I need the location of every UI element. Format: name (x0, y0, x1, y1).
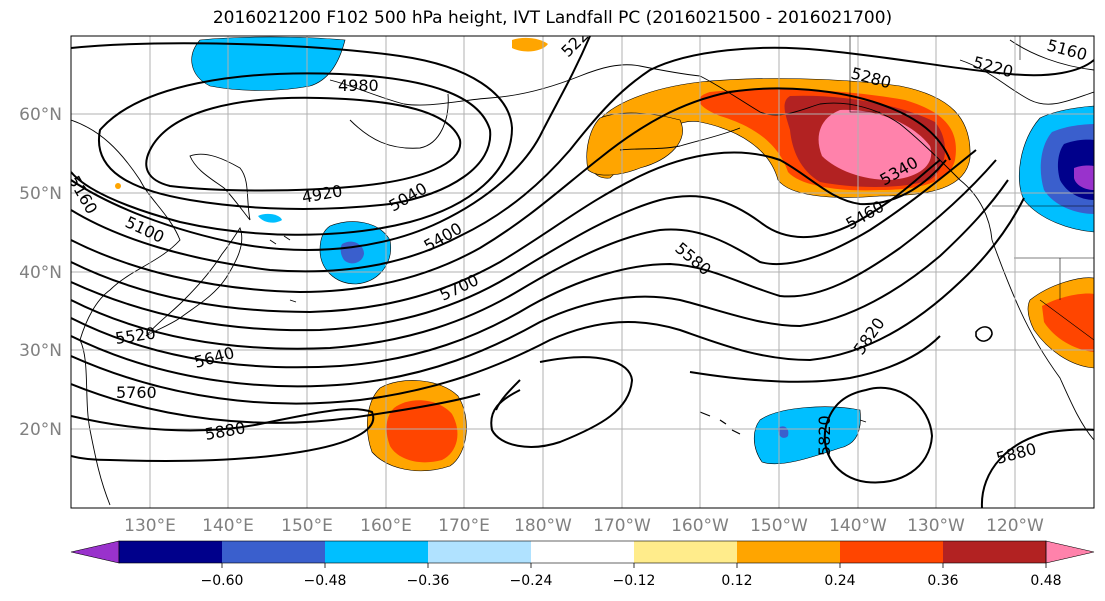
colorbar-segment (119, 541, 223, 563)
colorbar-segment (943, 541, 1047, 563)
lon-label: 140°E (202, 516, 254, 536)
colorbar-tick-label: −0.60 (201, 573, 244, 589)
colorbar-tick-label: −0.36 (407, 573, 450, 589)
colorbar-segment (531, 541, 635, 563)
colorbar-tick-label: −0.24 (510, 573, 553, 589)
colorbar-segment (428, 541, 532, 563)
lon-label: 180°W (514, 516, 572, 536)
contour-label: 5820 (815, 415, 834, 456)
colorbar-segment (325, 541, 429, 563)
lon-label: 140°W (829, 516, 887, 536)
lat-label: 20°N (19, 420, 62, 440)
map-frame (70, 35, 1095, 509)
colorbar-tick-label: 0.48 (1030, 573, 1061, 589)
ivt-shading (115, 36, 1094, 472)
latitude-labels: 60°N 50°N 40°N 30°N 20°N (19, 105, 62, 440)
colorbar-segment (737, 541, 841, 563)
contour-label: 5760 (116, 383, 157, 402)
map-title: 2016021200 F102 500 hPa height, IVT Land… (212, 8, 893, 28)
colorbar-tick-label: −0.12 (613, 573, 656, 589)
colorbar-segment (634, 541, 738, 563)
colorbar-extend-high (1045, 540, 1095, 564)
colorbar: −0.60 −0.48 −0.36 −0.24 −0.12 0.12 0.24 0.36 0.4… (70, 540, 1095, 589)
coastlines (71, 39, 1094, 506)
colorbar-tick-label: −0.48 (304, 573, 347, 589)
colorbar-tick-label: 0.12 (721, 573, 752, 589)
colorbar-tick-label: 0.24 (824, 573, 855, 589)
lon-label: 130°W (907, 516, 965, 536)
lat-label: 60°N (19, 105, 62, 125)
lat-label: 30°N (19, 341, 62, 361)
lon-label: 130°E (124, 516, 176, 536)
lat-label: 50°N (19, 184, 62, 204)
lon-label: 150°W (750, 516, 808, 536)
colorbar-extend-low (70, 540, 120, 564)
lon-label: 170°E (438, 516, 490, 536)
colorbar-segment (840, 541, 944, 563)
lon-label: 170°W (593, 516, 651, 536)
colorbar-segment (222, 541, 326, 563)
lon-label: 160°W (671, 516, 729, 536)
contour-label: 4980 (338, 76, 379, 95)
height-contours (71, 36, 1094, 508)
lat-label: 40°N (19, 263, 62, 283)
longitude-labels: 130°E 140°E 150°E 160°E 170°E 180°W 170°… (124, 516, 1044, 536)
lon-label: 120°W (986, 516, 1044, 536)
lon-label: 150°E (281, 516, 333, 536)
borders (849, 36, 1094, 341)
lon-label: 160°E (360, 516, 412, 536)
ivt-negative-hawaii (753, 406, 861, 465)
colorbar-tick-label: 0.36 (927, 573, 958, 589)
